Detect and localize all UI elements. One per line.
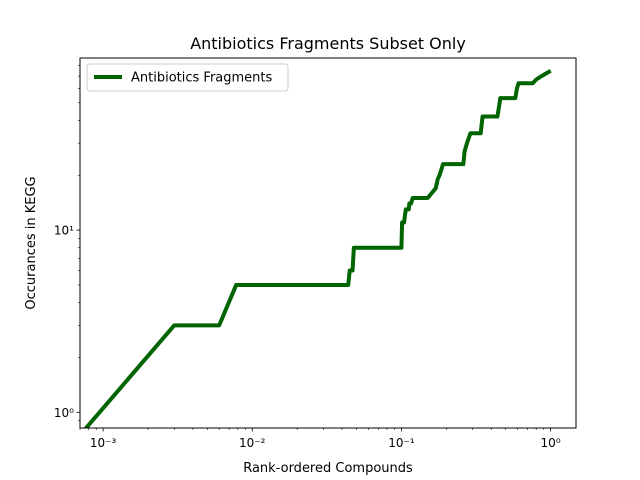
x-tick-label: 10⁻¹ (388, 436, 415, 450)
series-line-antibiotics-fragments (83, 68, 552, 428)
chart-title: Antibiotics Fragments Subset Only (190, 34, 466, 53)
legend-label-antibiotics-fragments: Antibiotics Fragments (131, 71, 273, 86)
plot-area (79, 57, 577, 429)
y-tick-label: 10⁰ (54, 406, 74, 420)
legend: Antibiotics Fragments (86, 63, 289, 92)
y-axis-label: Occurances in KEGG (24, 176, 39, 309)
x-tick-label: 10⁻² (239, 436, 266, 450)
y-axis: 10⁰ 10¹ (54, 65, 80, 421)
y-tick-label: 10¹ (54, 224, 74, 238)
x-tick-label: 10⁰ (541, 436, 561, 450)
x-axis: 10⁻³ 10⁻² 10⁻¹ 10⁰ (79, 428, 561, 450)
plot-frame (79, 57, 577, 429)
x-axis-label: Rank-ordered Compounds (243, 461, 413, 476)
legend-box (86, 63, 289, 92)
x-tick-label: 10⁻³ (90, 436, 117, 450)
